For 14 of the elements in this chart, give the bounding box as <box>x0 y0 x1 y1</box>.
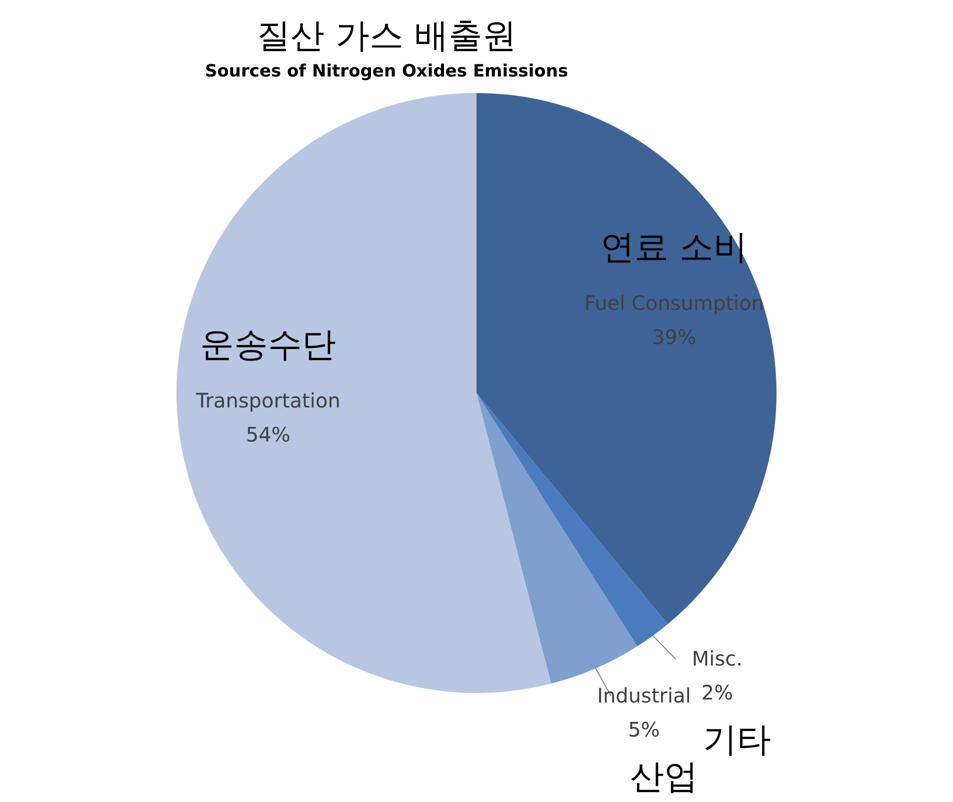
data-label: 54% <box>246 422 290 447</box>
slice-label: Transportation <box>194 388 340 413</box>
text: 연료 소비 <box>600 228 748 268</box>
text: 운송수단 <box>200 325 336 366</box>
slice-label: Misc. <box>692 646 743 670</box>
slice-label: Industrial <box>597 683 691 708</box>
text: 기타 <box>703 720 772 760</box>
text: 산업 <box>630 756 698 797</box>
chart-title: 질산 가스 배출원 <box>256 16 516 56</box>
slice-label: Fuel Consumption <box>584 291 764 316</box>
chart-subtitle: Sources of Nitrogen Oxides Emissions <box>204 61 568 82</box>
data-label: 39% <box>652 325 696 350</box>
data-label: 2% <box>701 680 734 704</box>
data-label: 5% <box>628 717 660 742</box>
